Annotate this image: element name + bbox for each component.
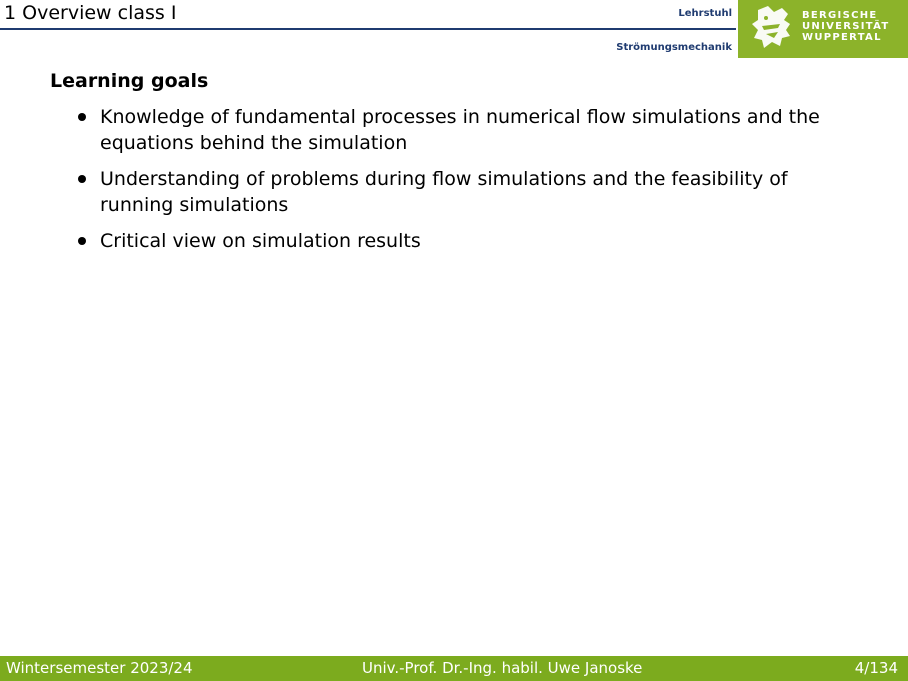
- list-item: Knowledge of fundamental processes in nu…: [74, 104, 864, 156]
- bullet-icon: [78, 175, 86, 183]
- university-logo: BERGISCHE UNIVERSITÄT WUPPERTAL: [738, 0, 908, 58]
- author-label: Univ.-Prof. Dr.-Ing. habil. Uwe Janoske: [362, 659, 643, 677]
- university-name-line2: UNIVERSITÄT: [802, 21, 890, 32]
- list-item: Critical view on simulation results: [74, 228, 864, 254]
- chair-subject-label: Strömungsmechanik: [616, 42, 732, 53]
- header-rule: [0, 28, 736, 30]
- lion-emblem-icon: [752, 6, 790, 48]
- list-item-text: Understanding of problems during flow si…: [100, 168, 788, 216]
- list-item: Understanding of problems during flow si…: [74, 166, 864, 218]
- semester-label: Wintersemester 2023/24: [6, 659, 193, 677]
- bullet-icon: [78, 237, 86, 245]
- list-item-text: Critical view on simulation results: [100, 230, 421, 252]
- university-name-line3: WUPPERTAL: [802, 32, 882, 43]
- learning-goals-heading: Learning goals: [50, 70, 209, 92]
- university-name-line1: BERGISCHE: [802, 10, 878, 21]
- page-number: 4/134: [854, 659, 898, 677]
- section-title: 1 Overview class I: [4, 2, 177, 24]
- university-name: BERGISCHE UNIVERSITÄT WUPPERTAL: [802, 10, 890, 43]
- bullet-icon: [78, 113, 86, 121]
- slide-footer: Wintersemester 2023/24 Univ.-Prof. Dr.-I…: [0, 656, 908, 681]
- chair-label: Lehrstuhl: [678, 8, 732, 19]
- learning-goals-list: Knowledge of fundamental processes in nu…: [74, 104, 864, 264]
- list-item-text: Knowledge of fundamental processes in nu…: [100, 106, 820, 154]
